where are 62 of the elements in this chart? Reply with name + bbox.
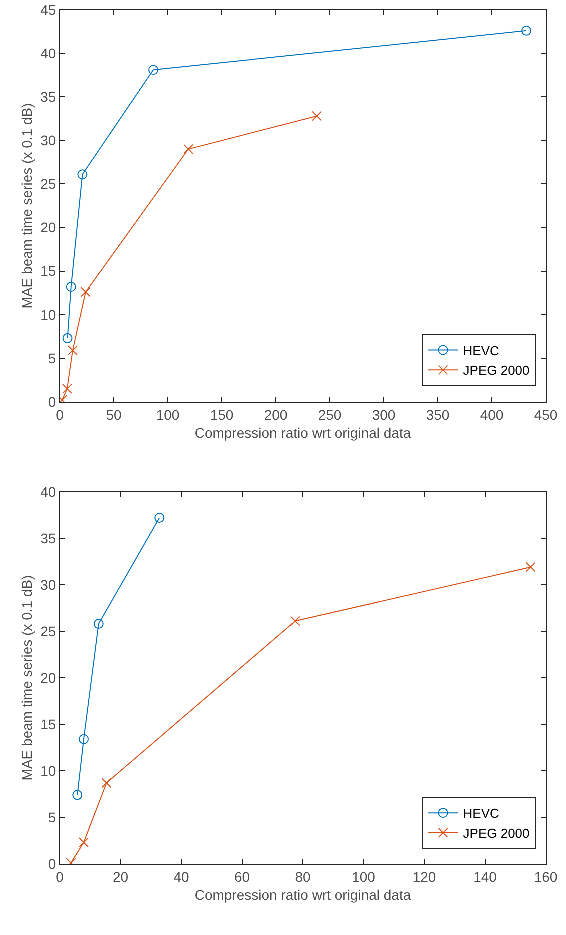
y-tick-label: 35	[40, 89, 56, 106]
y-tick-label: 40	[40, 484, 56, 500]
x-tick-label: 450	[534, 406, 558, 423]
legend-label: JPEG 2000	[463, 826, 530, 842]
y-tick-label: 5	[48, 350, 56, 366]
point	[80, 287, 91, 298]
y-tick-label: 40	[40, 45, 56, 62]
point	[62, 333, 73, 344]
point	[72, 790, 83, 800]
y-tick-label: 25	[40, 176, 56, 192]
x-tick-label: 250	[318, 406, 342, 423]
y-axis-title: MAE beam time series (x 0.1 dB)	[19, 575, 36, 781]
y-tick-label: 10	[40, 762, 56, 779]
point	[312, 111, 322, 122]
x-tick-label: 100	[352, 868, 376, 885]
x-tick-label: 100	[156, 406, 180, 423]
x-tick-label: 150	[210, 406, 234, 423]
y-tick-label: 20	[40, 220, 56, 236]
x-tick-label: 80	[295, 868, 311, 885]
x-tick-label: 350	[426, 406, 450, 423]
y-tick-label: 35	[40, 530, 56, 546]
x-tick-label: 140	[474, 868, 498, 885]
x-tick-label: 20	[112, 868, 129, 885]
x-tick-label: 60	[234, 868, 250, 885]
legend-label: JPEG 2000	[463, 363, 530, 378]
point	[522, 26, 532, 36]
point	[94, 619, 104, 630]
x-tick-label: 300	[372, 406, 396, 423]
legend-label: HEVC	[463, 343, 500, 358]
point	[66, 282, 76, 292]
point	[184, 144, 194, 154]
y-tick-label: 45	[40, 2, 56, 18]
y-tick-label: 30	[40, 132, 56, 149]
point	[148, 65, 159, 76]
x-tick-label: 160	[534, 868, 558, 885]
x-tick-label: 50	[106, 406, 122, 423]
x-tick-label: 200	[264, 406, 288, 423]
y-tick-label: 5	[48, 809, 56, 826]
point	[102, 778, 112, 788]
y-tick-label: 15	[40, 263, 56, 280]
x-tick-label: 40	[174, 868, 190, 885]
y-tick-label: 20	[40, 670, 56, 686]
point	[290, 616, 300, 626]
x-axis-title: Compression ratio wrt original data	[194, 887, 412, 904]
y-axis-title: MAE beam time series (x 0.1 dB)	[19, 103, 36, 309]
legend-label: HEVC	[463, 806, 500, 822]
x-tick-label: 120	[412, 868, 436, 885]
point	[79, 734, 89, 744]
y-tick-label: 0	[48, 394, 56, 410]
y-tick-label: 15	[40, 716, 56, 732]
point	[526, 562, 536, 572]
y-tick-label: 25	[40, 623, 56, 640]
y-tick-label: 30	[40, 576, 56, 593]
y-tick-label: 0	[48, 856, 56, 872]
point	[79, 838, 89, 848]
point	[68, 346, 78, 356]
point	[78, 170, 88, 180]
x-axis-title: Compression ratio wrt original data	[194, 425, 412, 442]
x-tick-label: 400	[480, 406, 504, 423]
point	[154, 513, 165, 524]
y-tick-label: 10	[40, 306, 56, 323]
point	[62, 384, 72, 394]
